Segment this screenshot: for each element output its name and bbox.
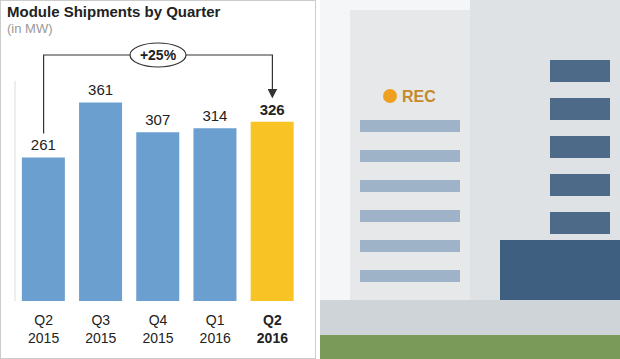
svg-text:2016: 2016 xyxy=(257,330,288,346)
svg-text:314: 314 xyxy=(202,107,227,124)
svg-text:Q3: Q3 xyxy=(91,312,110,328)
svg-text:361: 361 xyxy=(88,81,113,98)
svg-text:Q2: Q2 xyxy=(263,312,282,328)
svg-text:Q2: Q2 xyxy=(34,312,53,328)
svg-text:261: 261 xyxy=(31,136,56,153)
svg-text:Q1: Q1 xyxy=(206,312,225,328)
svg-text:REC: REC xyxy=(402,88,436,105)
svg-text:326: 326 xyxy=(260,101,285,118)
svg-text:2015: 2015 xyxy=(85,330,116,346)
svg-text:Q4: Q4 xyxy=(149,312,168,328)
svg-text:2015: 2015 xyxy=(142,330,173,346)
svg-text:2016: 2016 xyxy=(200,330,231,346)
svg-text:+25%: +25% xyxy=(140,47,177,63)
html-text:(in MW): (in MW) xyxy=(7,21,53,36)
svg-text:2015: 2015 xyxy=(28,330,59,346)
svg-text:307: 307 xyxy=(145,111,170,128)
html-text:Module Shipments by Quarter: Module Shipments by Quarter xyxy=(7,3,221,20)
